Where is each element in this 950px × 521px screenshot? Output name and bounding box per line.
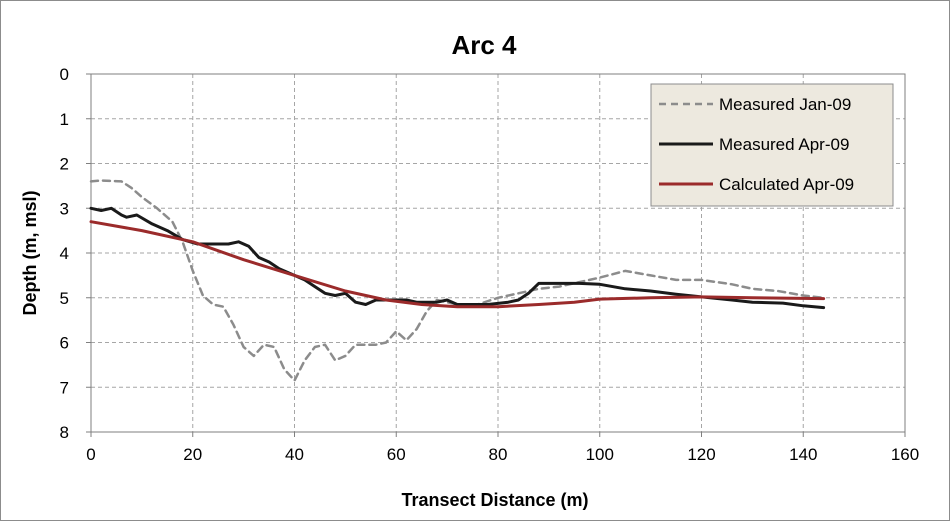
x-tick-label: 60	[387, 445, 406, 464]
x-tick-label: 120	[687, 445, 715, 464]
y-tick-label: 1	[60, 110, 69, 129]
x-tick-label: 40	[285, 445, 304, 464]
y-tick-label: 0	[60, 65, 69, 84]
y-tick-label: 8	[60, 423, 69, 442]
series-measured-jan-09	[89, 179, 825, 382]
x-axis-title: Transect Distance (m)	[401, 490, 588, 510]
y-tick-label: 7	[60, 378, 69, 397]
series-layer	[89, 179, 826, 382]
legend-label-measured-apr-09: Measured Apr-09	[719, 135, 849, 154]
y-tick-label: 5	[60, 289, 69, 308]
y-axis-title: Depth (m, msl)	[20, 190, 40, 315]
legend: Measured Jan-09 Measured Apr-09 Calculat…	[650, 83, 894, 207]
x-tick-label: 160	[891, 445, 919, 464]
x-tick-label: 140	[789, 445, 817, 464]
tick-labels: 0 20 40 60 80 100 120 140 160 0 1 2 3 4 5 6 7 8	[60, 65, 920, 464]
y-tick-label: 6	[60, 334, 69, 353]
series-calculated-apr-09	[89, 220, 826, 309]
legend-label-measured-jan-09: Measured Jan-09	[719, 95, 851, 114]
legend-label-calculated-apr-09: Calculated Apr-09	[719, 175, 854, 194]
y-tick-label: 4	[60, 244, 69, 263]
x-tick-label: 100	[586, 445, 614, 464]
y-tick-label: 2	[60, 155, 69, 174]
chart-title: Arc 4	[451, 30, 517, 60]
y-tick-label: 3	[60, 199, 69, 218]
x-tick-label: 80	[489, 445, 508, 464]
x-tick-label: 20	[183, 445, 202, 464]
x-tick-label: 0	[86, 445, 95, 464]
